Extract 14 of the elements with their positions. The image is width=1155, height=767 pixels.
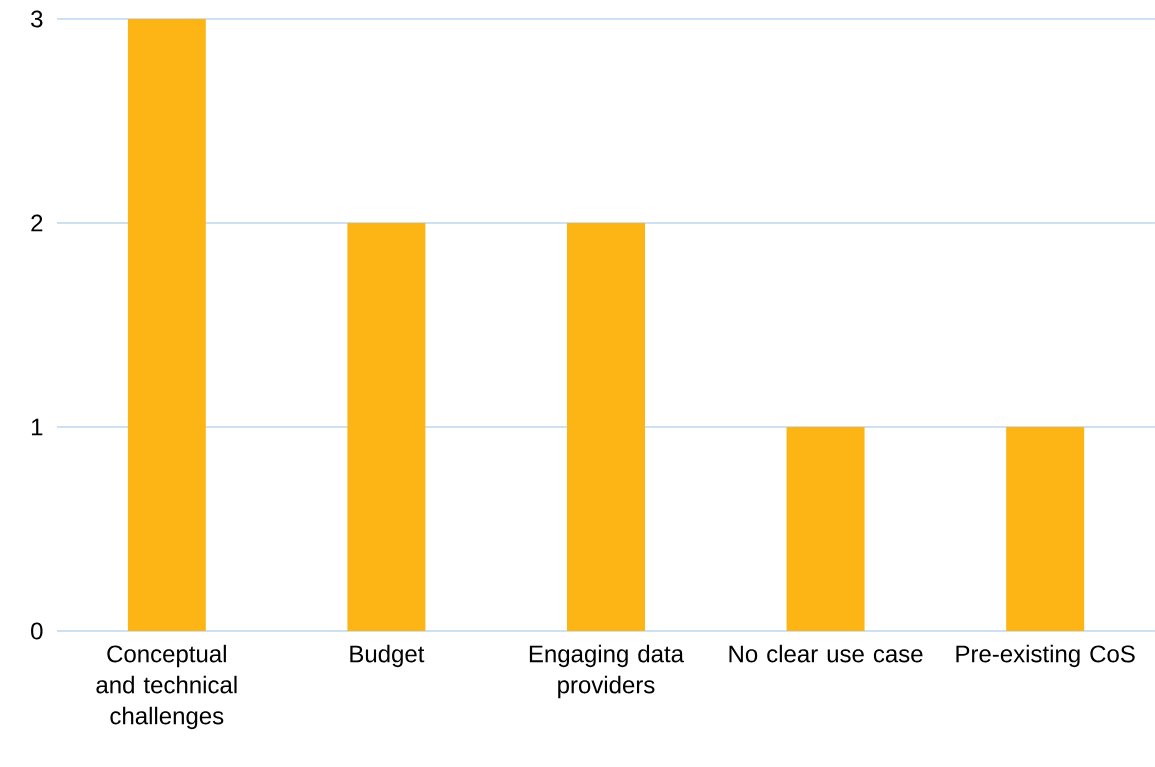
bar: [1006, 426, 1085, 631]
y-tick-label: 2: [31, 214, 43, 232]
bar: [347, 222, 426, 631]
bar: [127, 18, 206, 631]
x-tick-label: Budget: [350, 644, 425, 668]
x-tick-label: Conceptual and technical challenges: [96, 644, 237, 730]
bar: [566, 222, 645, 631]
x-tick-label: Pre-existing CoS: [956, 644, 1135, 668]
x-tick-label: Engaging data providers: [529, 644, 685, 699]
y-tick-label: 0: [31, 622, 43, 640]
x-tick-label: No clear use case: [729, 644, 923, 663]
y-tick-label: 1: [31, 418, 43, 436]
y-tick-label: 3: [31, 10, 43, 28]
bar: [786, 426, 865, 631]
